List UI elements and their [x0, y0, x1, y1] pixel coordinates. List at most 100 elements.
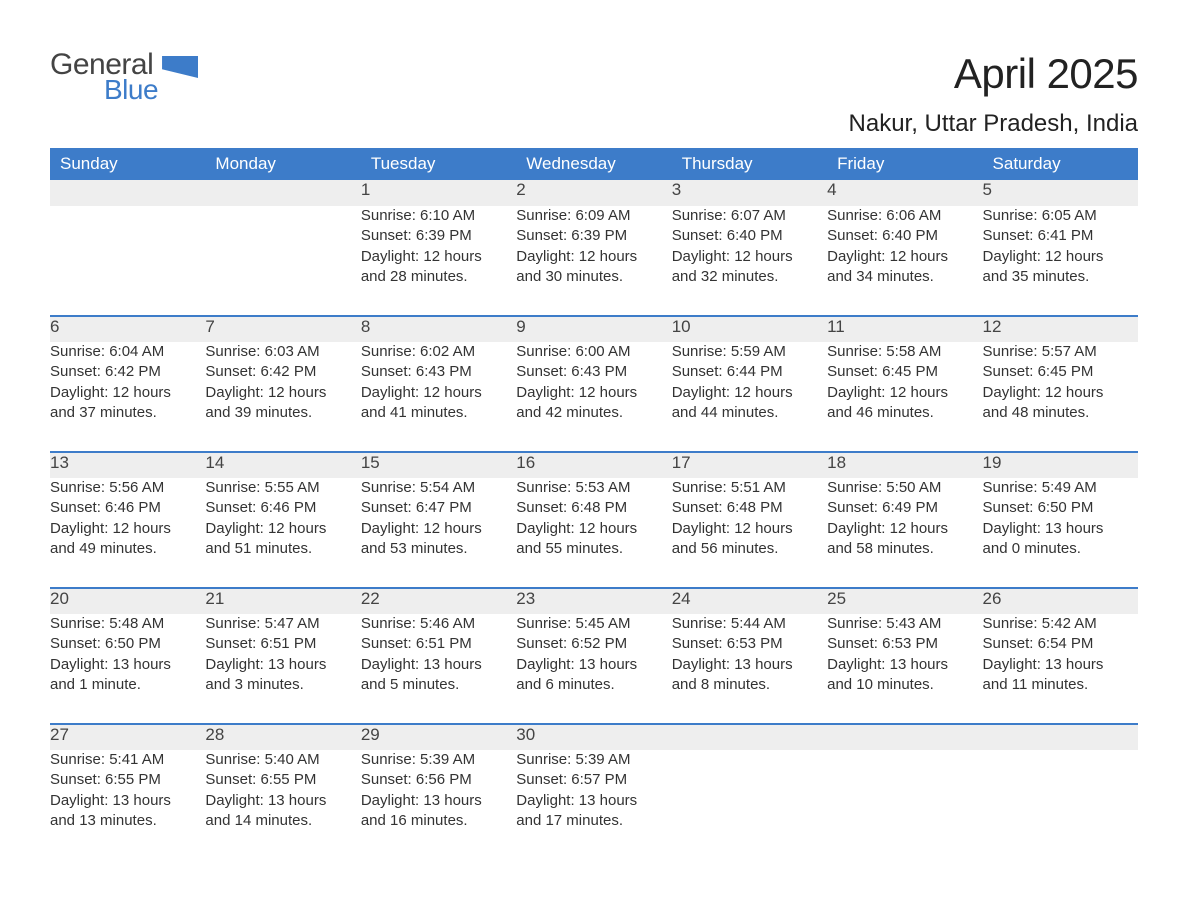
- day-number: 4: [827, 180, 982, 206]
- sunset-text: Sunset: 6:49 PM: [827, 498, 982, 518]
- day-number: 28: [205, 724, 360, 750]
- sunset-text: Sunset: 6:50 PM: [983, 498, 1138, 518]
- daylight-text-2: and 11 minutes.: [983, 675, 1138, 695]
- sunrise-text: Sunrise: 5:54 AM: [361, 478, 516, 498]
- daylight-text-2: and 5 minutes.: [361, 675, 516, 695]
- sunrise-text: Sunrise: 6:10 AM: [361, 206, 516, 226]
- daylight-text-2: and 55 minutes.: [516, 539, 671, 559]
- sunset-text: Sunset: 6:54 PM: [983, 634, 1138, 654]
- day-cell: Sunrise: 5:42 AMSunset: 6:54 PMDaylight:…: [983, 614, 1138, 724]
- sunset-text: Sunset: 6:46 PM: [50, 498, 205, 518]
- daylight-text-2: and 56 minutes.: [672, 539, 827, 559]
- page-title: April 2025: [954, 50, 1138, 98]
- day-number-row: 6789101112: [50, 316, 1138, 342]
- day-data-row: Sunrise: 5:41 AMSunset: 6:55 PMDaylight:…: [50, 750, 1138, 860]
- brand-logo: General Blue: [50, 50, 198, 104]
- daylight-text-2: and 6 minutes.: [516, 675, 671, 695]
- sunset-text: Sunset: 6:43 PM: [361, 362, 516, 382]
- daylight-text-2: and 48 minutes.: [983, 403, 1138, 423]
- day-cell: [205, 206, 360, 316]
- day-number: 8: [361, 316, 516, 342]
- daylight-text-1: Daylight: 12 hours: [50, 383, 205, 403]
- day-cell: Sunrise: 6:03 AMSunset: 6:42 PMDaylight:…: [205, 342, 360, 452]
- day-number: 19: [983, 452, 1138, 478]
- sunset-text: Sunset: 6:47 PM: [361, 498, 516, 518]
- sunrise-text: Sunrise: 5:57 AM: [983, 342, 1138, 362]
- sunrise-text: Sunrise: 5:46 AM: [361, 614, 516, 634]
- day-number: 1: [361, 180, 516, 206]
- daylight-text-1: Daylight: 12 hours: [361, 247, 516, 267]
- sunset-text: Sunset: 6:39 PM: [361, 226, 516, 246]
- sunset-text: Sunset: 6:48 PM: [672, 498, 827, 518]
- sunrise-text: Sunrise: 5:55 AM: [205, 478, 360, 498]
- day-cell: Sunrise: 6:02 AMSunset: 6:43 PMDaylight:…: [361, 342, 516, 452]
- daylight-text-2: and 17 minutes.: [516, 811, 671, 831]
- day-cell: [672, 750, 827, 860]
- daylight-text-1: Daylight: 13 hours: [827, 655, 982, 675]
- daylight-text-1: Daylight: 12 hours: [983, 247, 1138, 267]
- sunrise-text: Sunrise: 5:51 AM: [672, 478, 827, 498]
- day-number: 22: [361, 588, 516, 614]
- day-number: 26: [983, 588, 1138, 614]
- weekday-header: Friday: [827, 148, 982, 180]
- daylight-text-1: Daylight: 12 hours: [827, 383, 982, 403]
- day-number: 13: [50, 452, 205, 478]
- day-number: 7: [205, 316, 360, 342]
- day-number: 11: [827, 316, 982, 342]
- sunrise-text: Sunrise: 5:39 AM: [516, 750, 671, 770]
- sunrise-text: Sunrise: 5:58 AM: [827, 342, 982, 362]
- daylight-text-1: Daylight: 13 hours: [50, 655, 205, 675]
- sunset-text: Sunset: 6:45 PM: [827, 362, 982, 382]
- calendar-body: 12345Sunrise: 6:10 AMSunset: 6:39 PMDayl…: [50, 180, 1138, 860]
- daylight-text-1: Daylight: 12 hours: [827, 519, 982, 539]
- day-number-row: 27282930: [50, 724, 1138, 750]
- day-number: 24: [672, 588, 827, 614]
- day-number: 27: [50, 724, 205, 750]
- sunset-text: Sunset: 6:39 PM: [516, 226, 671, 246]
- day-cell: Sunrise: 5:55 AMSunset: 6:46 PMDaylight:…: [205, 478, 360, 588]
- day-cell: Sunrise: 5:50 AMSunset: 6:49 PMDaylight:…: [827, 478, 982, 588]
- day-cell: Sunrise: 5:39 AMSunset: 6:56 PMDaylight:…: [361, 750, 516, 860]
- daylight-text-2: and 34 minutes.: [827, 267, 982, 287]
- sunset-text: Sunset: 6:51 PM: [205, 634, 360, 654]
- sunset-text: Sunset: 6:51 PM: [361, 634, 516, 654]
- day-number: 18: [827, 452, 982, 478]
- daylight-text-1: Daylight: 12 hours: [516, 247, 671, 267]
- day-number: [827, 724, 982, 750]
- daylight-text-2: and 0 minutes.: [983, 539, 1138, 559]
- weekday-header-row: SundayMondayTuesdayWednesdayThursdayFrid…: [50, 148, 1138, 180]
- sunrise-text: Sunrise: 5:53 AM: [516, 478, 671, 498]
- daylight-text-2: and 42 minutes.: [516, 403, 671, 423]
- day-cell: Sunrise: 5:48 AMSunset: 6:50 PMDaylight:…: [50, 614, 205, 724]
- day-cell: Sunrise: 6:06 AMSunset: 6:40 PMDaylight:…: [827, 206, 982, 316]
- daylight-text-1: Daylight: 13 hours: [983, 519, 1138, 539]
- sunset-text: Sunset: 6:40 PM: [672, 226, 827, 246]
- weekday-header: Monday: [205, 148, 360, 180]
- day-number: 9: [516, 316, 671, 342]
- sunrise-text: Sunrise: 6:05 AM: [983, 206, 1138, 226]
- day-cell: Sunrise: 5:56 AMSunset: 6:46 PMDaylight:…: [50, 478, 205, 588]
- day-cell: Sunrise: 6:00 AMSunset: 6:43 PMDaylight:…: [516, 342, 671, 452]
- day-cell: Sunrise: 6:10 AMSunset: 6:39 PMDaylight:…: [361, 206, 516, 316]
- title-block: April 2025: [954, 50, 1138, 98]
- sunrise-text: Sunrise: 5:43 AM: [827, 614, 982, 634]
- sunrise-text: Sunrise: 5:42 AM: [983, 614, 1138, 634]
- sunrise-text: Sunrise: 6:04 AM: [50, 342, 205, 362]
- day-number: 21: [205, 588, 360, 614]
- daylight-text-2: and 35 minutes.: [983, 267, 1138, 287]
- daylight-text-1: Daylight: 13 hours: [205, 655, 360, 675]
- sunrise-text: Sunrise: 5:49 AM: [983, 478, 1138, 498]
- daylight-text-1: Daylight: 13 hours: [516, 655, 671, 675]
- day-cell: Sunrise: 5:39 AMSunset: 6:57 PMDaylight:…: [516, 750, 671, 860]
- sunset-text: Sunset: 6:41 PM: [983, 226, 1138, 246]
- daylight-text-1: Daylight: 12 hours: [205, 383, 360, 403]
- sunrise-text: Sunrise: 6:09 AM: [516, 206, 671, 226]
- sunrise-text: Sunrise: 6:02 AM: [361, 342, 516, 362]
- day-data-row: Sunrise: 6:04 AMSunset: 6:42 PMDaylight:…: [50, 342, 1138, 452]
- day-data-row: Sunrise: 5:48 AMSunset: 6:50 PMDaylight:…: [50, 614, 1138, 724]
- sunrise-text: Sunrise: 5:41 AM: [50, 750, 205, 770]
- day-number: [672, 724, 827, 750]
- day-number-row: 13141516171819: [50, 452, 1138, 478]
- daylight-text-2: and 30 minutes.: [516, 267, 671, 287]
- daylight-text-1: Daylight: 13 hours: [205, 791, 360, 811]
